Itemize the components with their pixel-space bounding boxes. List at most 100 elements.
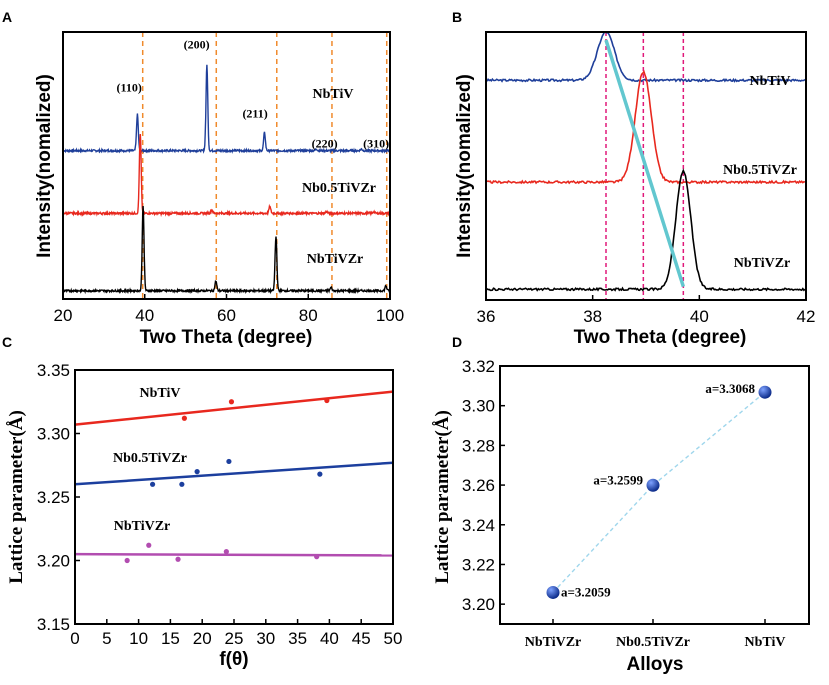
trend-line-segment	[604, 39, 686, 288]
x-tick-label: 36	[477, 307, 496, 326]
trend-line	[604, 39, 686, 288]
fit-line	[74, 390, 394, 426]
data-point	[324, 397, 330, 404]
x-tick-label: 0	[70, 629, 79, 648]
y-tick-label: 3.20	[462, 595, 495, 614]
x-tick-label: NbTiV	[745, 635, 786, 650]
y-tick-label: 3.30	[37, 425, 70, 444]
value-annotation: a=3.3068	[705, 381, 755, 396]
series-label-nbtiv: NbTiV	[313, 87, 354, 102]
x-tick-label: 38	[583, 307, 602, 326]
data-point	[228, 399, 235, 405]
data-point	[194, 469, 200, 475]
x-tick-label: 5	[102, 629, 111, 648]
y-tick-label: 3.15	[37, 615, 70, 634]
x-axis-title: Alloys	[626, 654, 683, 675]
series-label-nbtivzr: NbTiVZr	[307, 252, 364, 267]
spectra	[62, 64, 391, 295]
x-tick-label: Nb0.5TiVZr	[616, 635, 690, 650]
data-point	[179, 481, 185, 487]
data-point	[546, 585, 560, 599]
series-label-nb05tivzr: Nb0.5TiVZr	[302, 181, 376, 196]
x-tick-label: 25	[225, 629, 244, 648]
x-tick-label: 35	[288, 629, 307, 648]
series-label-nbtivzr: NbTiVZr	[734, 256, 791, 271]
x-tick-label: 50	[384, 629, 403, 648]
panel-letter-d: D	[452, 334, 462, 350]
x-tick-label: 20	[54, 306, 73, 325]
data-point	[758, 385, 772, 399]
y-tick-label: 3.24	[462, 516, 495, 535]
spectrum-line	[62, 133, 391, 218]
x-tick-label: 40	[320, 629, 339, 648]
x-tick-label: 80	[299, 306, 318, 325]
spectrum-line	[62, 205, 391, 295]
fit-line	[74, 552, 394, 557]
data-points	[546, 385, 772, 599]
panel-a: A (110)(200)(211)(220) (310) 20 40 60 80 100 …	[2, 9, 404, 348]
spectrum-line	[485, 168, 806, 292]
x-tick-label: 10	[129, 629, 148, 648]
data-point	[124, 557, 130, 564]
axis-ticks: 3.20 3.22 3.24 3.26 3.28 3.30 3.32 NbTiVZr Nb0.5…	[462, 357, 786, 650]
data-point	[149, 481, 156, 487]
peak-label: (211)	[242, 107, 267, 121]
value-annotations: a=3.2059 a=3.2599 a=3.3068	[561, 381, 755, 599]
x-tick-label: 42	[797, 307, 816, 326]
spectrum-line	[485, 31, 806, 83]
panel-letter-b: B	[452, 9, 462, 25]
panel-c: C 0 5 10 15 20 25 30 35 40 45 50 3.15 3.20 3.25 3.30 3.…	[2, 334, 402, 670]
data-point	[314, 554, 320, 560]
x-ticks: 20 40 60 80 100	[54, 294, 404, 325]
plot-frame	[499, 365, 810, 625]
peak-label: (310)	[363, 136, 389, 150]
panel-letter-a: A	[2, 9, 12, 25]
connector-line	[552, 391, 766, 593]
y-tick-label: 3.28	[462, 436, 495, 455]
series-label-nbtiv: NbTiV	[750, 74, 791, 89]
x-tick-label: NbTiVZr	[525, 635, 582, 650]
x-axis-title: Two Theta (degree)	[140, 327, 313, 348]
plot-frame	[485, 31, 807, 301]
spectra	[485, 31, 806, 292]
data-point	[223, 549, 229, 555]
series-label-nb05tivzr: Nb0.5TiVZr	[113, 451, 187, 466]
panel-b: B 36 38 40 42 Two Theta (degree) Intensity(…	[452, 9, 815, 348]
series-label-nbtiv: NbTiV	[140, 386, 181, 401]
y-tick-label: 3.22	[462, 555, 495, 574]
data-point	[226, 458, 232, 465]
data-point	[181, 415, 187, 421]
y-axis-title: Lattice parameter(Å)	[432, 410, 453, 584]
peak-label: (220)	[312, 136, 338, 150]
spectrum-line	[485, 69, 806, 185]
fit-lines	[74, 390, 394, 557]
reference-lines	[605, 32, 685, 300]
axis-ticks: 0 5 10 15 20 25 30 35 40 45 50 3.15 3.20 3.25 3.30 3.35	[37, 361, 403, 648]
y-tick-label: 3.30	[462, 397, 495, 416]
data-point	[146, 542, 152, 548]
spectrum-line	[62, 64, 391, 155]
peak-label: (200)	[184, 37, 210, 51]
value-annotation: a=3.2059	[561, 584, 611, 599]
data-point	[646, 478, 660, 492]
y-axis-title: Intensity(nomalized)	[34, 74, 55, 258]
x-axis-title: Two Theta (degree)	[574, 327, 747, 348]
x-tick-label: 45	[352, 629, 371, 648]
data-point	[175, 556, 181, 562]
series-label-nbtivzr: NbTiVZr	[114, 519, 171, 534]
series-label-nb05tivzr: Nb0.5TiVZr	[723, 163, 797, 178]
panel-letter-c: C	[2, 334, 12, 350]
x-tick-label: 30	[256, 629, 275, 648]
peak-label: (110)	[117, 80, 142, 94]
fit-line	[74, 461, 394, 486]
x-axis-title: f(θ)	[219, 649, 248, 670]
y-tick-label: 3.32	[462, 357, 495, 376]
data-point	[317, 471, 323, 477]
x-tick-label: 60	[217, 306, 236, 325]
y-axis-title: Intensity(nomalized)	[454, 74, 475, 258]
y-axis-title: Lattice parameter(Å)	[6, 410, 27, 584]
y-tick-label: 3.20	[37, 552, 70, 571]
x-tick-label: 40	[135, 306, 154, 325]
